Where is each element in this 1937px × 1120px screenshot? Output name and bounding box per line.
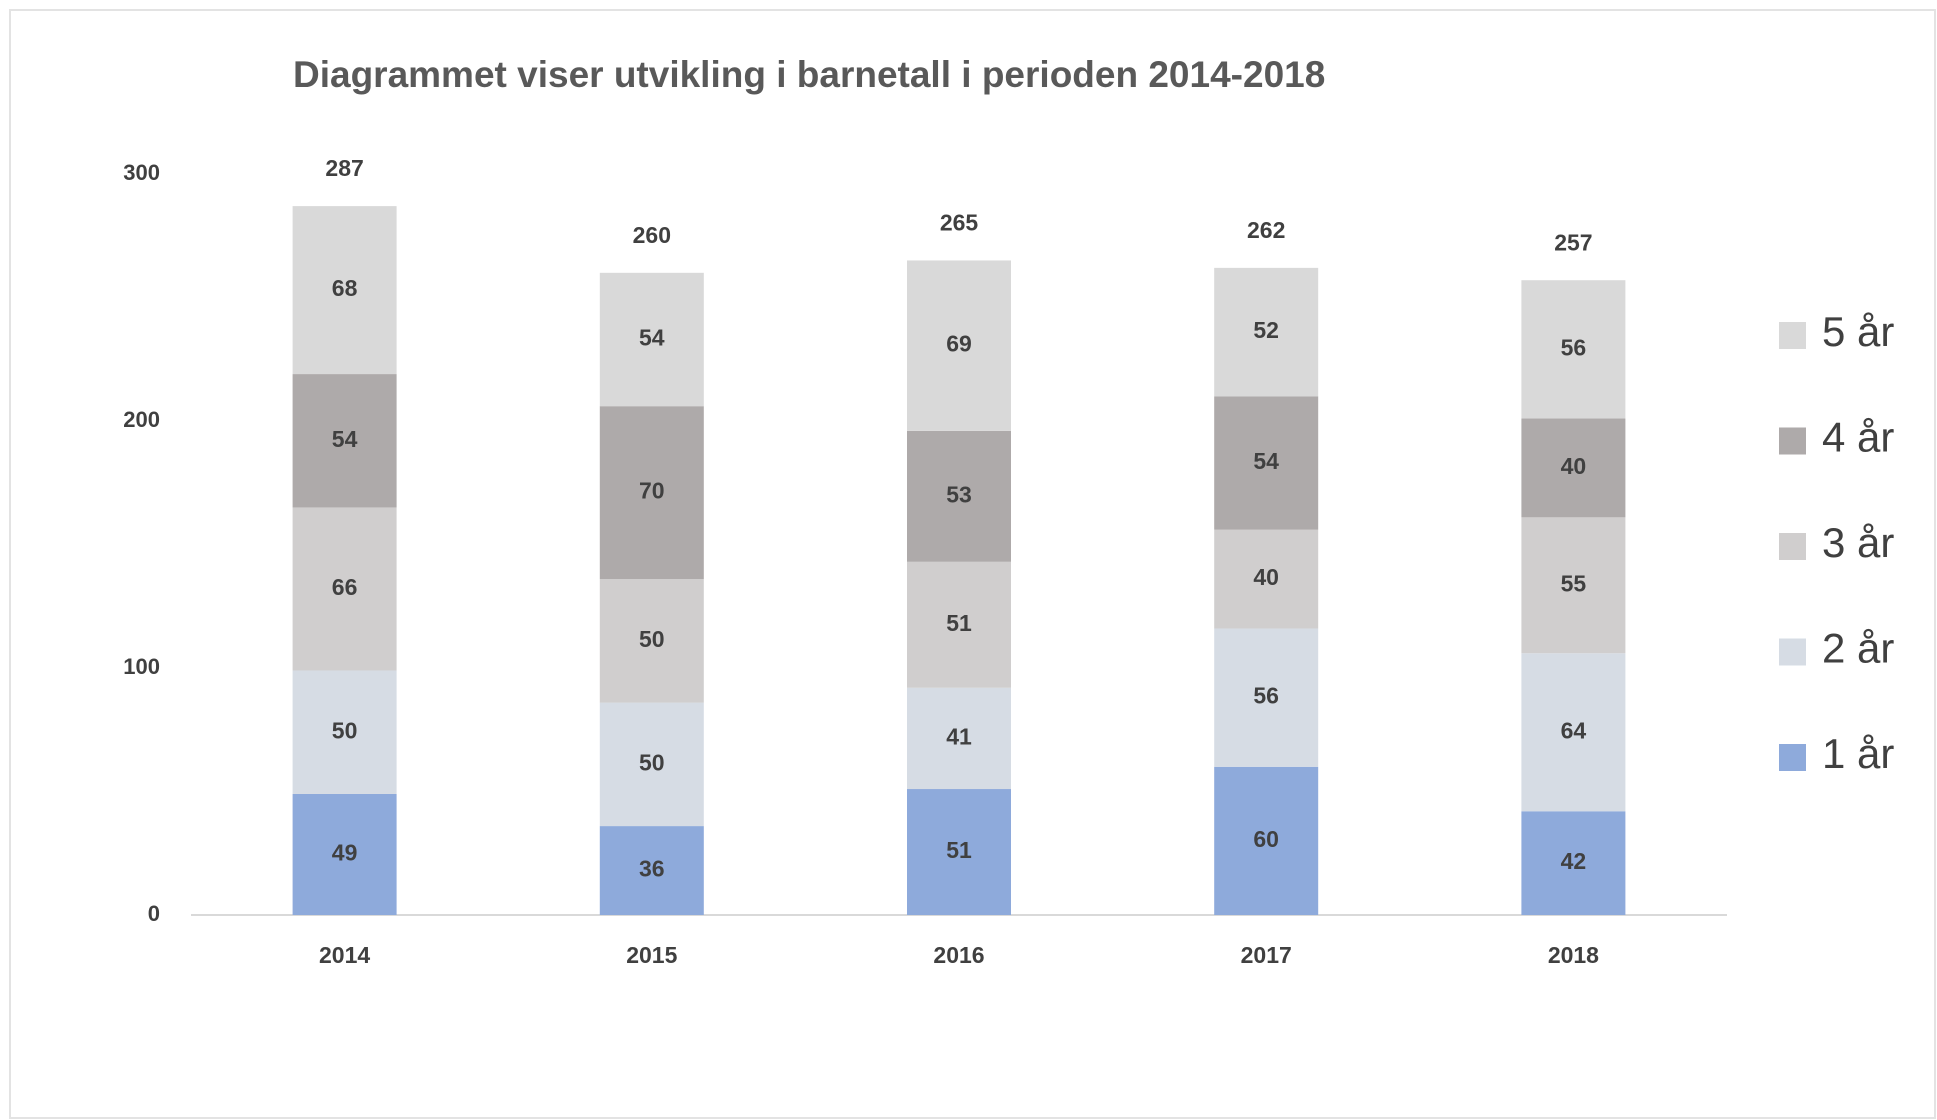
data-label: 41 [946,723,972,749]
legend-label: 4 år [1822,414,1894,461]
data-label: 51 [946,610,972,636]
bar-segment [907,260,1011,431]
data-label: 54 [332,426,358,452]
y-tick-label: 200 [123,407,160,432]
bar-segment [292,206,397,375]
x-tick-label: 2018 [1548,942,1599,968]
bar-segment [1521,811,1626,915]
y-tick-label: 100 [123,654,160,679]
data-label: 56 [1561,334,1587,360]
bar-segment [1521,280,1626,419]
bar-segment [1521,517,1626,654]
bar-segment [599,826,704,915]
data-label: 42 [1561,848,1587,874]
legend-swatch [1779,322,1806,349]
bar-segment [599,272,704,407]
data-label: 52 [1253,317,1279,343]
data-label: 64 [1561,717,1587,743]
data-label: 60 [1253,826,1279,852]
bar-segment [1521,653,1626,812]
total-label: 265 [940,210,979,236]
bar-segment [907,561,1011,688]
bar-segment [907,430,1011,562]
data-label: 50 [639,749,665,775]
data-label: 54 [639,325,665,351]
x-tick-label: 2014 [319,942,370,968]
data-label: 50 [332,717,358,743]
data-label: 56 [1253,683,1279,709]
x-tick-label: 2016 [933,942,984,968]
bar-segment [292,793,397,915]
data-label: 68 [332,275,358,301]
bar-segment [1521,418,1626,518]
data-label: 70 [639,478,665,504]
bar-segment [599,579,704,703]
x-tick-label: 2017 [1241,942,1292,968]
y-tick-label: 0 [148,901,160,926]
bar-segment [1214,628,1319,767]
bar-segment [907,789,1011,915]
bar-segment [599,406,704,580]
bar-segment [292,507,397,671]
bar-segment [1214,396,1319,530]
chart-title: Diagrammet viser utvikling i barnetall i… [293,54,1325,95]
data-label: 54 [1253,448,1279,474]
legend-label: 2 år [1822,625,1894,672]
data-label: 55 [1561,570,1587,596]
data-label: 50 [639,626,665,652]
data-label: 40 [1253,564,1279,590]
y-tick-label: 300 [123,160,160,185]
data-label: 49 [332,840,358,866]
total-label: 262 [1247,217,1285,243]
bar-segment [1214,529,1319,629]
bar-segment [1214,766,1319,915]
legend-swatch [1779,427,1806,455]
total-label: 260 [633,222,671,248]
legend-swatch [1779,638,1806,666]
legend-swatch [1779,744,1806,771]
legend-label: 1 år [1822,730,1894,777]
data-label: 66 [332,574,358,600]
data-label: 69 [946,331,972,357]
bar-segment [1214,267,1319,397]
legend-label: 5 år [1822,308,1894,355]
data-label: 51 [946,837,972,863]
total-label: 257 [1554,229,1592,255]
bar-segment [599,702,704,827]
data-label: 53 [946,481,972,507]
total-label: 287 [325,155,363,181]
bar-segment [292,670,397,794]
bar-segment [292,374,397,508]
legend-swatch [1779,533,1806,560]
data-label: 40 [1561,453,1587,479]
x-tick-label: 2015 [626,942,677,968]
legend-label: 3 år [1822,519,1894,566]
data-label: 36 [639,856,665,882]
bar-segment [907,687,1011,790]
